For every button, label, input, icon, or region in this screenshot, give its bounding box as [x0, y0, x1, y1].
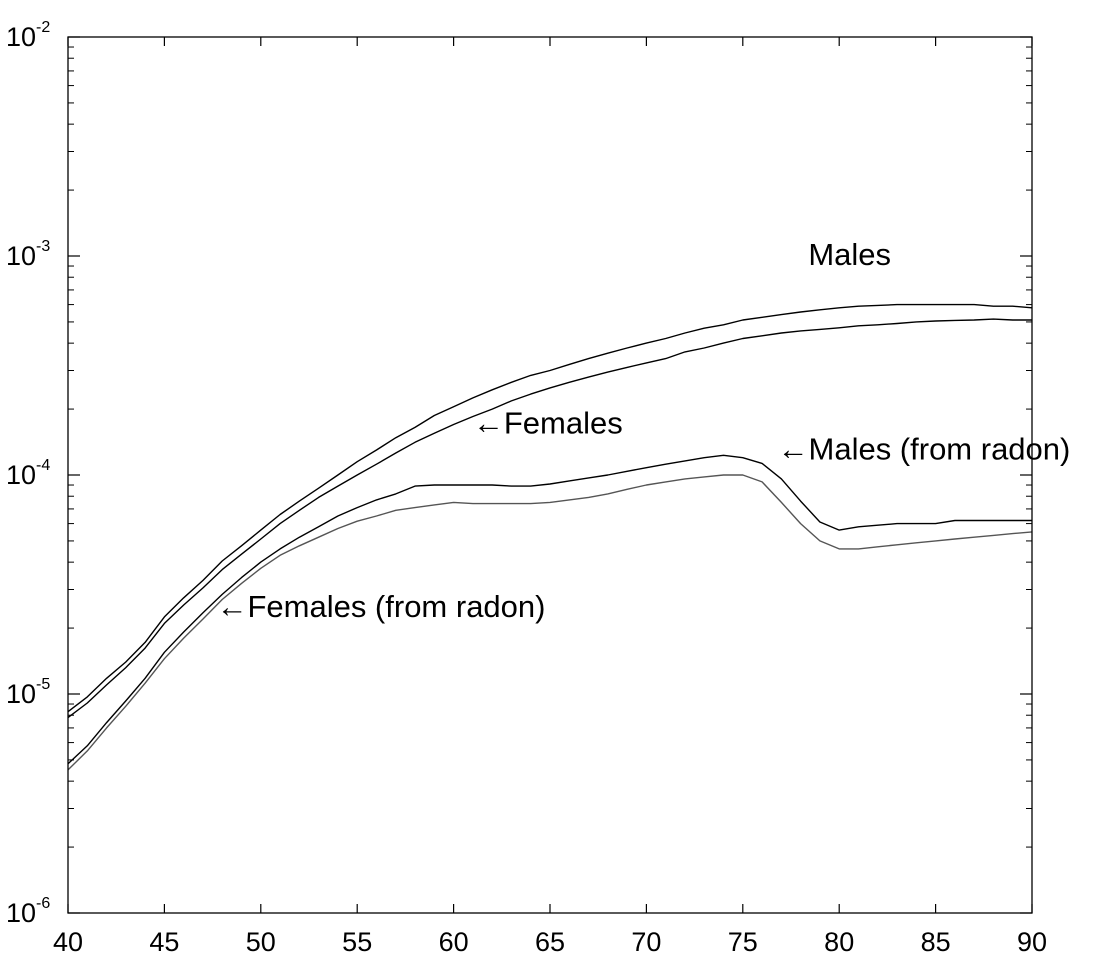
series-line-2	[67, 318, 1032, 719]
y-tick-label: 10-4	[6, 457, 50, 490]
x-tick-label: 90	[1017, 927, 1047, 957]
x-tick-label: 85	[921, 927, 951, 957]
tick-layer: 40 45 50 55 60 65 70 75 80 85 90 10-6 10-5 10-4 10-3 10…	[6, 19, 1047, 957]
series-line-4	[67, 474, 1033, 771]
x-tick-label: 75	[728, 927, 758, 957]
annotation: ←Females (from radon)	[216, 589, 545, 624]
annotation: ←Females	[473, 405, 623, 440]
series-layer	[67, 303, 1033, 771]
x-tick-label: 65	[535, 927, 565, 957]
y-tick-label: 10-6	[6, 895, 50, 928]
y-tick-label: 10-5	[6, 676, 50, 709]
x-tick-label: 55	[342, 927, 372, 957]
annotation: ←Males (from radon)	[778, 431, 1071, 466]
x-tick-label: 45	[149, 927, 179, 957]
annotation: Males	[808, 237, 891, 272]
x-tick-label: 40	[53, 927, 83, 957]
x-tick-label: 50	[246, 927, 276, 957]
annot-layer: Males ←Females ←Males (from radon) ←Females…	[216, 237, 1070, 624]
plot-frame	[67, 36, 1033, 914]
x-tick-label: 80	[824, 927, 854, 957]
x-tick-label: 60	[439, 927, 469, 957]
series-line-1	[67, 303, 1033, 713]
y-tick-label: 10-2	[6, 19, 50, 52]
x-tick-label: 70	[631, 927, 661, 957]
y-tick-label: 10-3	[6, 238, 50, 271]
series-line-3	[67, 454, 1032, 765]
